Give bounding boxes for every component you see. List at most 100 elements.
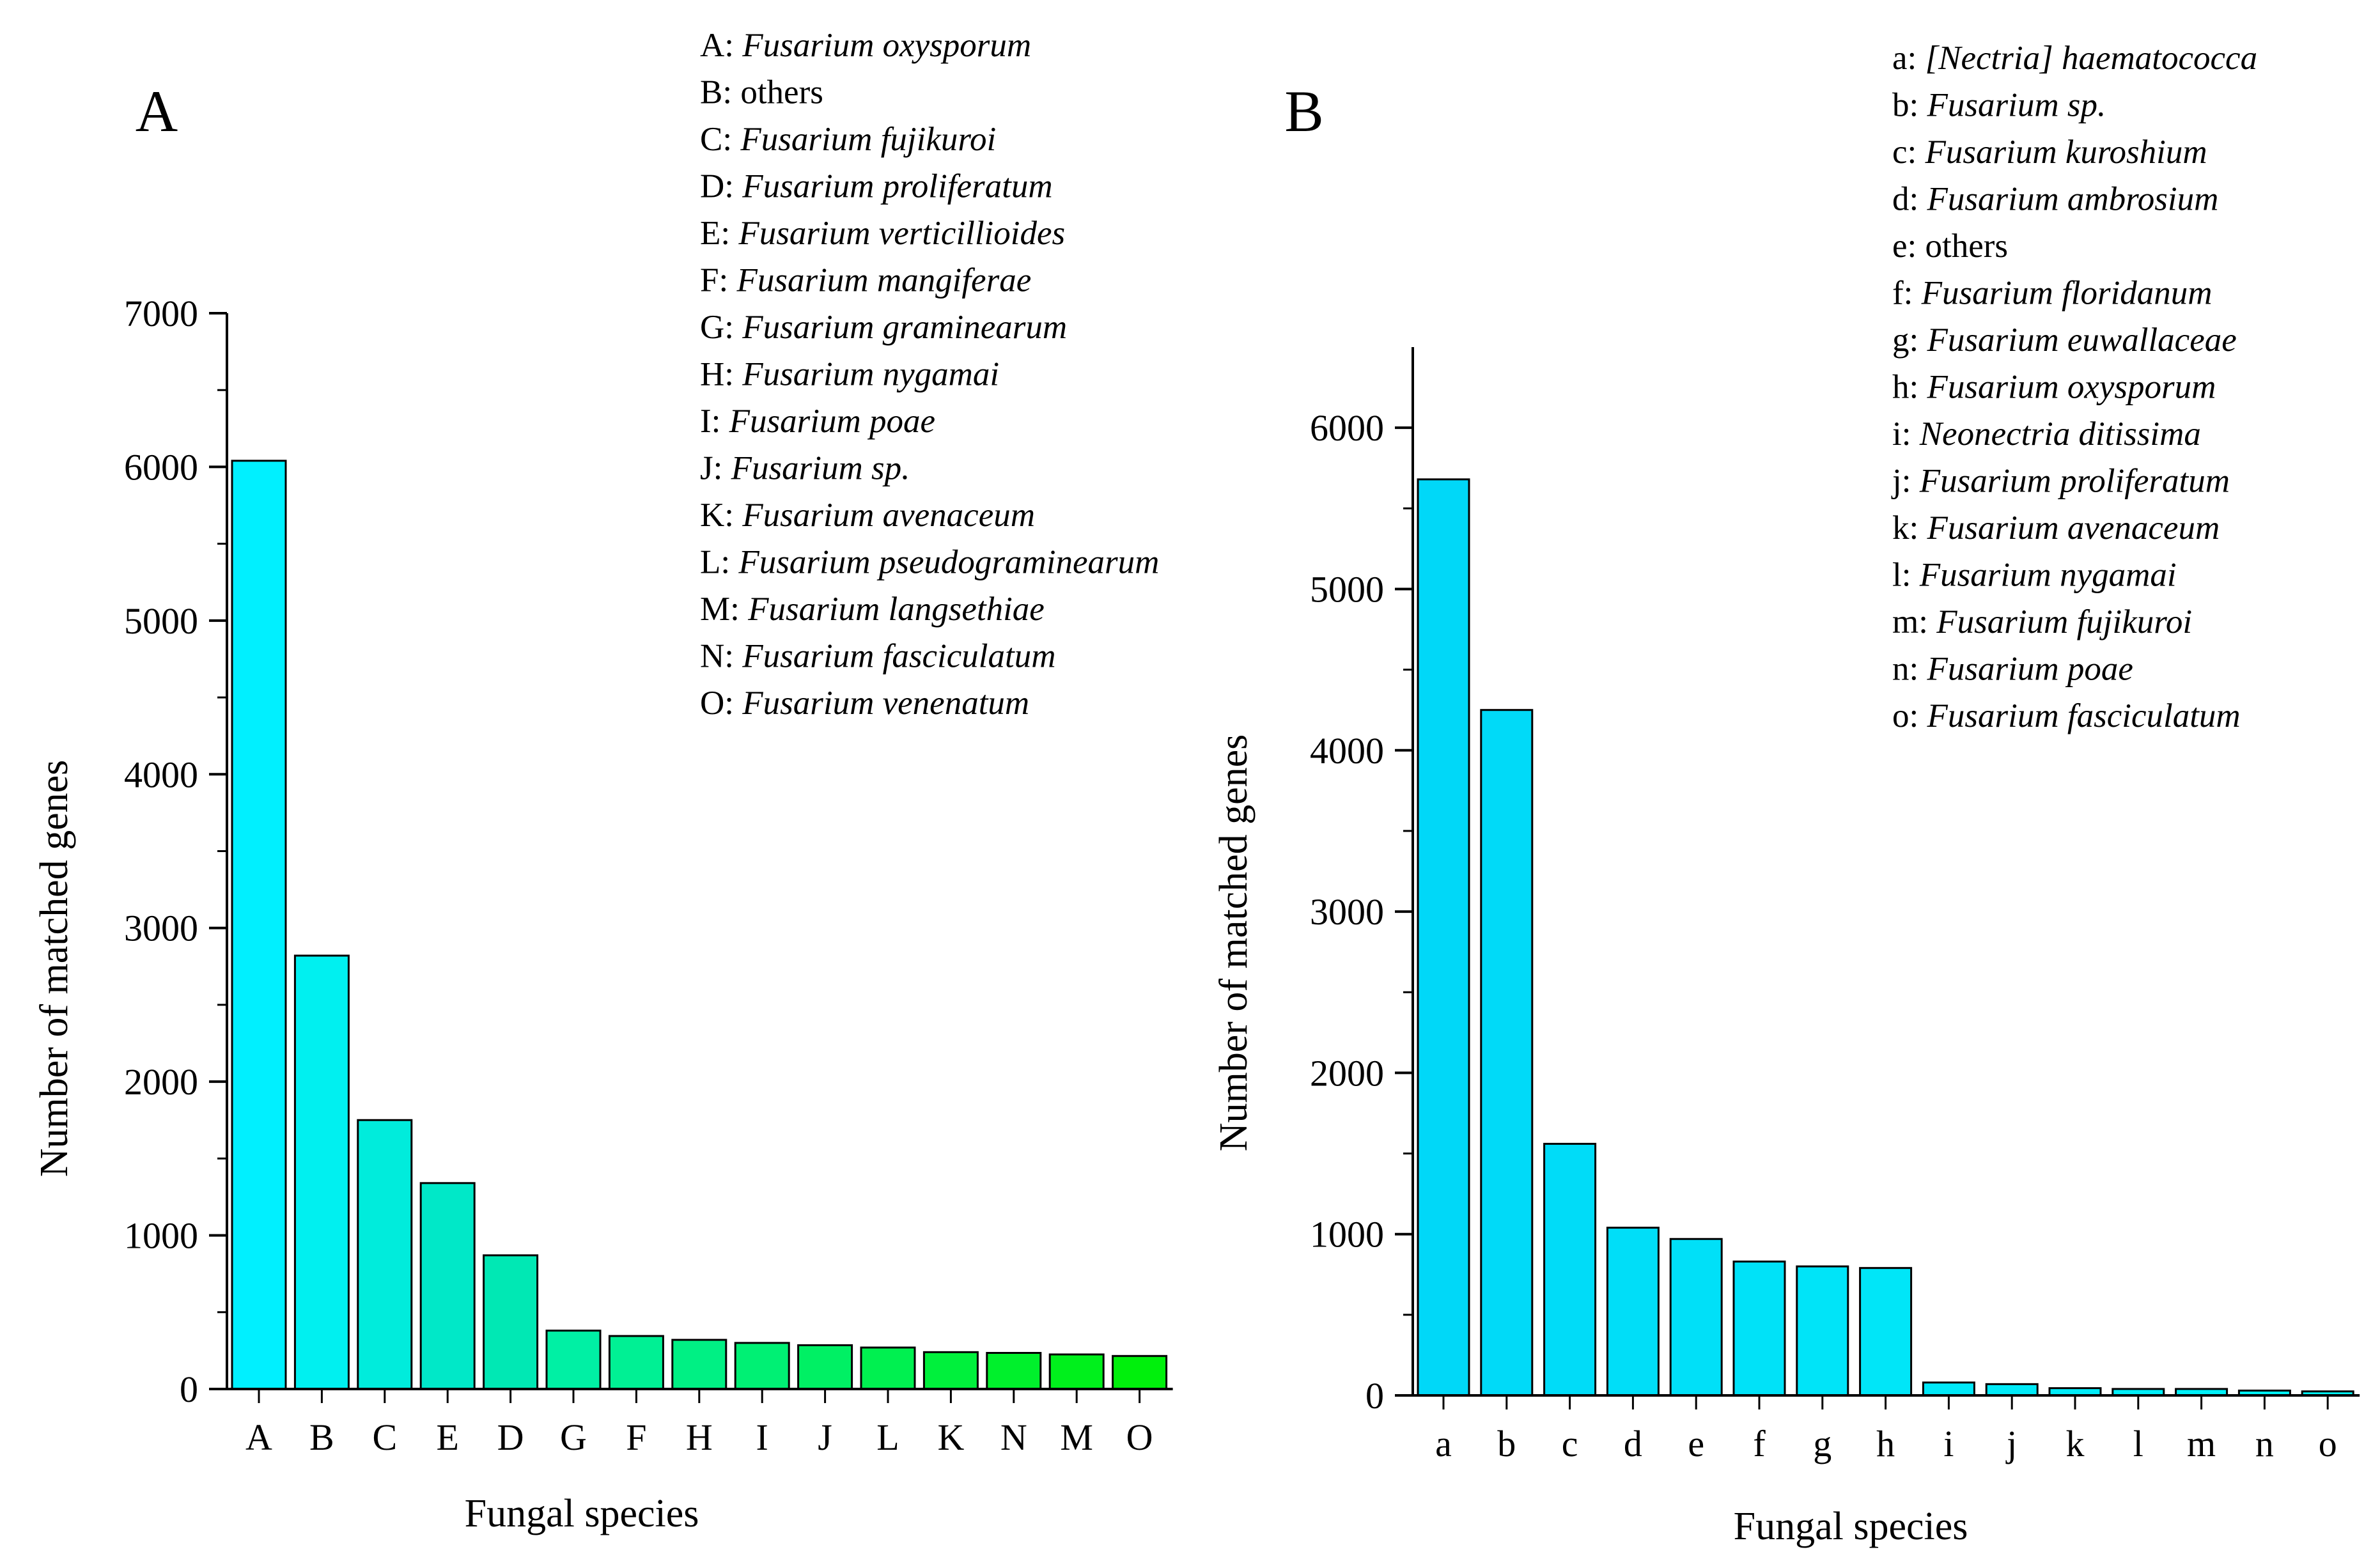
panel-b-legend-entry: h: Fusarium oxysporum bbox=[1892, 369, 2216, 406]
panel-b: B Number of matched genes Fungal species… bbox=[1212, 40, 2360, 1548]
panel-a-y-tick-label: 5000 bbox=[124, 600, 198, 642]
panel-b-legend: a: [Nectria] haematococca b: Fusarium sp.… bbox=[1891, 40, 2257, 734]
panel-b-legend-entry: j: Fusarium proliferatum bbox=[1891, 463, 2230, 500]
panel-a-legend-entry: I: Fusarium poae bbox=[700, 403, 935, 440]
panel-b-y-tick-label: 1000 bbox=[1310, 1214, 1384, 1255]
panel-a-y-tick-label: 0 bbox=[180, 1369, 198, 1410]
panel-a-label: A bbox=[136, 79, 178, 144]
panel-b-x-axis-title: Fungal species bbox=[1734, 1505, 1968, 1548]
panel-a-legend-entry: O: Fusarium venenatum bbox=[700, 685, 1029, 722]
panel-a-x-tick-label: B bbox=[309, 1417, 334, 1458]
panel-b-bar-d bbox=[1606, 1227, 1660, 1397]
panel-b-bar-f bbox=[1732, 1261, 1786, 1397]
panel-b-x-tick-label: j bbox=[2005, 1423, 2017, 1464]
panel-a-bar-B bbox=[293, 954, 350, 1390]
panel-a-x-tick-label: G bbox=[560, 1417, 587, 1458]
panel-b-x-tick-label: i bbox=[1943, 1423, 1954, 1464]
panel-a-x-tick-label: J bbox=[818, 1417, 832, 1458]
panel-b-legend-entry: m: Fusarium fujikuroi bbox=[1892, 603, 2192, 640]
panel-a-legend-entry: E: Fusarium verticillioides bbox=[700, 215, 1065, 252]
panel-a-x-tick-label: I bbox=[756, 1417, 768, 1458]
panel-b-legend-entry: e: others bbox=[1892, 228, 2008, 265]
panel-a-bar-L bbox=[860, 1346, 916, 1390]
panel-b-bar-h bbox=[1859, 1267, 1913, 1397]
panel-b-y-tick-label: 6000 bbox=[1310, 407, 1384, 449]
panel-a-axes: A B C E D G F H I J L K N M O 0 1000 2000 3000 4000 5000 6000… bbox=[124, 293, 1173, 1458]
panel-a-x-tick-label: E bbox=[436, 1417, 458, 1458]
panel-b-x-tick-label: h bbox=[1876, 1423, 1895, 1464]
panel-a-legend-entry: N: Fusarium fasciculatum bbox=[700, 638, 1055, 675]
panel-a-y-tick-label: 3000 bbox=[124, 908, 198, 949]
panel-a-x-tick-label: F bbox=[626, 1417, 646, 1458]
panel-a-y-tick-label: 4000 bbox=[124, 754, 198, 795]
panel-a-legend-entry: C: Fusarium fujikuroi bbox=[700, 121, 996, 158]
panel-a-bar-A bbox=[231, 460, 287, 1390]
panel-a-x-axis-title: Fungal species bbox=[465, 1492, 699, 1535]
panel-a-x-tick-label: L bbox=[876, 1417, 899, 1458]
panel-b-x-tick-label: n bbox=[2255, 1423, 2274, 1464]
panel-a-x-tick-label: O bbox=[1126, 1417, 1153, 1458]
panel-b-bar-a bbox=[1417, 478, 1470, 1397]
panel-a-legend-entry: D: Fusarium proliferatum bbox=[700, 168, 1053, 205]
panel-b-x-tick-label: d bbox=[1624, 1423, 1642, 1464]
panel-b-x-tick-label: l bbox=[2133, 1423, 2143, 1464]
panel-b-y-tick-label: 0 bbox=[1365, 1375, 1384, 1417]
panel-b-y-tick-label: 4000 bbox=[1310, 730, 1384, 772]
panel-b-legend-entry: l: Fusarium nygamai bbox=[1892, 557, 2177, 594]
panel-b-legend-entry: a: [Nectria] haematococca bbox=[1892, 40, 2257, 77]
panel-b-bar-b bbox=[1480, 709, 1534, 1397]
panel-a-legend: A: Fusarium oxysporum B: others C: Fusariu… bbox=[700, 27, 1159, 722]
panel-a-y-tick-label: 1000 bbox=[124, 1215, 198, 1257]
panel-b-x-tick-label: f bbox=[1753, 1423, 1766, 1464]
panel-b-legend-entry: b: Fusarium sp. bbox=[1892, 87, 2106, 124]
panel-a-x-tick-label: A bbox=[245, 1417, 272, 1458]
panel-a-x-tick-label: N bbox=[1000, 1417, 1027, 1458]
panel-b-bar-e bbox=[1669, 1238, 1723, 1397]
panel-a-bar-K bbox=[922, 1351, 979, 1390]
panel-b-x-tick-label: g bbox=[1813, 1423, 1832, 1464]
panel-a-legend-entry: K: Fusarium avenaceum bbox=[700, 497, 1035, 534]
panel-a-bars bbox=[231, 460, 1168, 1390]
panel-a-x-tick-label: M bbox=[1060, 1417, 1093, 1458]
panel-b-legend-entry: o: Fusarium fasciculatum bbox=[1892, 697, 2241, 734]
panel-a-bar-E bbox=[419, 1182, 476, 1390]
panel-b-y-tick-label: 5000 bbox=[1310, 568, 1384, 610]
panel-a-bar-F bbox=[608, 1335, 664, 1390]
panel-a-legend-entry: H: Fusarium nygamai bbox=[700, 356, 999, 393]
panel-a-x-tick-label: H bbox=[686, 1417, 713, 1458]
panel-a-y-tick-label: 2000 bbox=[124, 1061, 198, 1103]
panel-a-bar-C bbox=[357, 1119, 413, 1390]
panel-b-bar-j bbox=[1985, 1383, 2039, 1397]
panel-b-x-tick-label: c bbox=[1562, 1423, 1578, 1464]
panel-b-legend-entry: f: Fusarium floridanum bbox=[1892, 275, 2213, 312]
panel-b-bar-c bbox=[1543, 1142, 1597, 1397]
panel-b-bars bbox=[1417, 478, 2354, 1397]
panel-a-x-tick-label: D bbox=[497, 1417, 524, 1458]
panel-a-legend-entry: A: Fusarium oxysporum bbox=[700, 27, 1031, 64]
panel-a-x-tick-label: K bbox=[937, 1417, 964, 1458]
panel-b-bar-i bbox=[1922, 1381, 1975, 1397]
panel-a-legend-entry: L: Fusarium pseudograminearum bbox=[700, 544, 1159, 581]
panel-b-y-tick-label: 2000 bbox=[1310, 1052, 1384, 1094]
panel-a-bar-M bbox=[1048, 1353, 1105, 1390]
panel-b-label: B bbox=[1284, 79, 1323, 144]
panel-b-x-tick-label: o bbox=[2319, 1423, 2337, 1464]
panel-b-x-tick-label: e bbox=[1688, 1423, 1704, 1464]
panel-a-bar-O bbox=[1112, 1355, 1168, 1390]
panel-b-bar-g bbox=[1796, 1265, 1849, 1397]
panel-a-bar-D bbox=[483, 1254, 539, 1390]
panel-a-x-tick-label: C bbox=[372, 1417, 397, 1458]
panel-a-y-axis-title: Number of matched genes bbox=[33, 760, 76, 1177]
panel-b-legend-entry: c: Fusarium kuroshium bbox=[1892, 134, 2207, 171]
panel-a-bar-N bbox=[986, 1351, 1042, 1390]
panel-b-legend-entry: g: Fusarium euwallaceae bbox=[1892, 322, 2237, 359]
panel-a-legend-entry: B: others bbox=[700, 74, 823, 111]
panel-b-x-tick-label: a bbox=[1435, 1423, 1452, 1464]
panel-b-legend-entry: i: Neonectria ditissima bbox=[1892, 415, 2201, 453]
panel-b-y-axis-title: Number of matched genes bbox=[1212, 734, 1256, 1151]
panel-b-x-tick-label: m bbox=[2187, 1423, 2216, 1464]
panel-a: A Number of matched genes Fungal species… bbox=[33, 27, 1173, 1535]
panel-b-axes: a b c d e f g h i j k l m n o 0 1000 2000 3000 4000 5000 6000 bbox=[1310, 347, 2360, 1464]
panel-a-legend-entry: J: Fusarium sp. bbox=[700, 450, 910, 487]
